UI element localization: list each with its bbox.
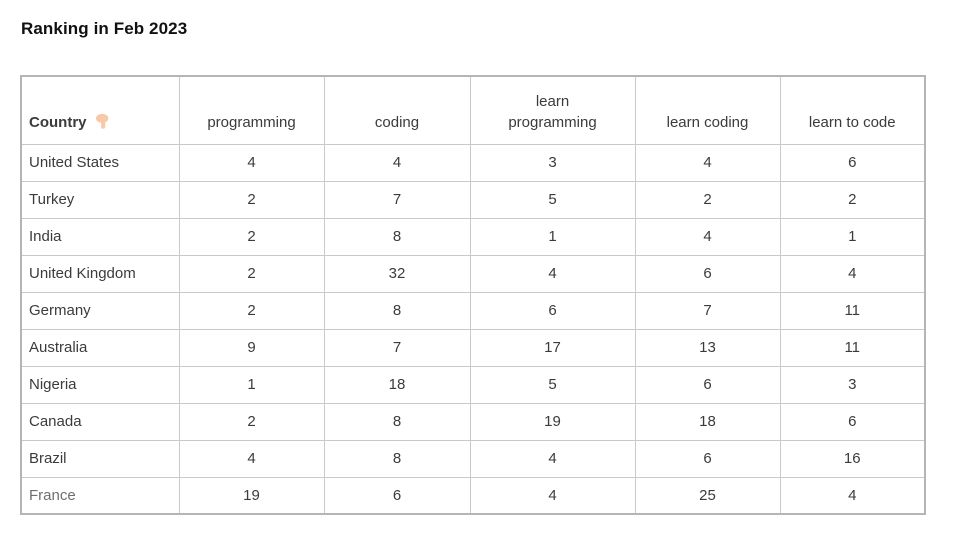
table-row: Canada 2 8 19 18 6 (20, 402, 926, 441)
value-cell: 7 (323, 328, 471, 367)
column-header-country: Country (20, 75, 180, 145)
header-label: learn coding (666, 113, 749, 131)
value-cell: 4 (634, 217, 781, 256)
value-cell: 2 (634, 180, 781, 219)
value-cell: 4 (323, 143, 471, 182)
value-cell: 2 (178, 254, 325, 293)
value-cell: 11 (779, 291, 926, 330)
table-row: United States 4 4 3 4 6 (20, 143, 926, 182)
value-cell: 1 (779, 217, 926, 256)
country-cell: Brazil (20, 439, 180, 478)
value-cell: 6 (634, 439, 781, 478)
value-cell: 4 (178, 143, 325, 182)
value-cell: 19 (178, 476, 325, 515)
table-header: Country programming coding learn program… (20, 75, 926, 145)
column-header-programming: programming (178, 75, 325, 145)
value-cell: 32 (323, 254, 471, 293)
value-cell: 18 (323, 365, 471, 404)
country-cell: Nigeria (20, 365, 180, 404)
value-cell: 4 (634, 143, 781, 182)
value-cell: 25 (634, 476, 781, 515)
country-cell: Canada (20, 402, 180, 441)
value-cell: 19 (469, 402, 636, 441)
value-cell: 8 (323, 439, 471, 478)
value-cell: 17 (469, 328, 636, 367)
value-cell: 4 (469, 439, 636, 478)
column-header-learn-to-code: learn to code (779, 75, 926, 145)
value-cell: 2 (178, 291, 325, 330)
value-cell: 3 (469, 143, 636, 182)
value-cell: 2 (178, 402, 325, 441)
table-row: India 2 8 1 4 1 (20, 217, 926, 256)
value-cell: 6 (469, 291, 636, 330)
value-cell: 4 (779, 476, 926, 515)
value-cell: 6 (323, 476, 471, 515)
value-cell: 4 (779, 254, 926, 293)
value-cell: 9 (178, 328, 325, 367)
header-label: coding (374, 113, 420, 131)
header-label: learn programming (508, 92, 597, 131)
table-row: Germany 2 8 6 7 11 (20, 291, 926, 330)
country-cell: France (20, 476, 180, 515)
table-row: Turkey 2 7 5 2 2 (20, 180, 926, 219)
table-row: France 19 6 4 25 4 (20, 476, 926, 515)
header-label: learn to code (808, 113, 896, 131)
column-header-learn-coding: learn coding (634, 75, 781, 145)
value-cell: 7 (323, 180, 471, 219)
value-cell: 1 (178, 365, 325, 404)
country-cell: United States (20, 143, 180, 182)
country-cell: Germany (20, 291, 180, 330)
value-cell: 2 (779, 180, 926, 219)
value-cell: 4 (469, 254, 636, 293)
value-cell: 8 (323, 402, 471, 441)
page-title: Ranking in Feb 2023 (21, 19, 188, 38)
header-row: Country programming coding learn program… (20, 75, 926, 145)
column-header-learn-programming: learn programming (469, 75, 636, 145)
pointing-down-hand-icon (95, 113, 108, 129)
value-cell: 6 (634, 365, 781, 404)
value-cell: 16 (779, 439, 926, 478)
country-cell: Turkey (20, 180, 180, 219)
country-cell: United Kingdom (20, 254, 180, 293)
column-header-coding: coding (323, 75, 471, 145)
country-cell: Australia (20, 328, 180, 367)
value-cell: 6 (779, 402, 926, 441)
country-cell: India (20, 217, 180, 256)
value-cell: 6 (634, 254, 781, 293)
value-cell: 13 (634, 328, 781, 367)
value-cell: 1 (469, 217, 636, 256)
value-cell: 3 (779, 365, 926, 404)
value-cell: 4 (469, 476, 636, 515)
value-cell: 4 (178, 439, 325, 478)
header-label: programming (207, 113, 296, 131)
table-body: United States 4 4 3 4 6 Turkey 2 7 5 2 2 India 2 8 1 4 1 U… (20, 143, 926, 515)
table-row: United Kingdom 2 32 4 6 4 (20, 254, 926, 293)
value-cell: 8 (323, 291, 471, 330)
value-cell: 5 (469, 180, 636, 219)
value-cell: 7 (634, 291, 781, 330)
value-cell: 5 (469, 365, 636, 404)
value-cell: 2 (178, 217, 325, 256)
table-row: Nigeria 1 18 5 6 3 (20, 365, 926, 404)
value-cell: 11 (779, 328, 926, 367)
country-header-label: Country (29, 113, 87, 131)
value-cell: 18 (634, 402, 781, 441)
table-row: Brazil 4 8 4 6 16 (20, 439, 926, 478)
value-cell: 6 (779, 143, 926, 182)
value-cell: 2 (178, 180, 325, 219)
table-row: Australia 9 7 17 13 11 (20, 328, 926, 367)
ranking-table: Country programming coding learn program… (20, 75, 926, 515)
value-cell: 8 (323, 217, 471, 256)
